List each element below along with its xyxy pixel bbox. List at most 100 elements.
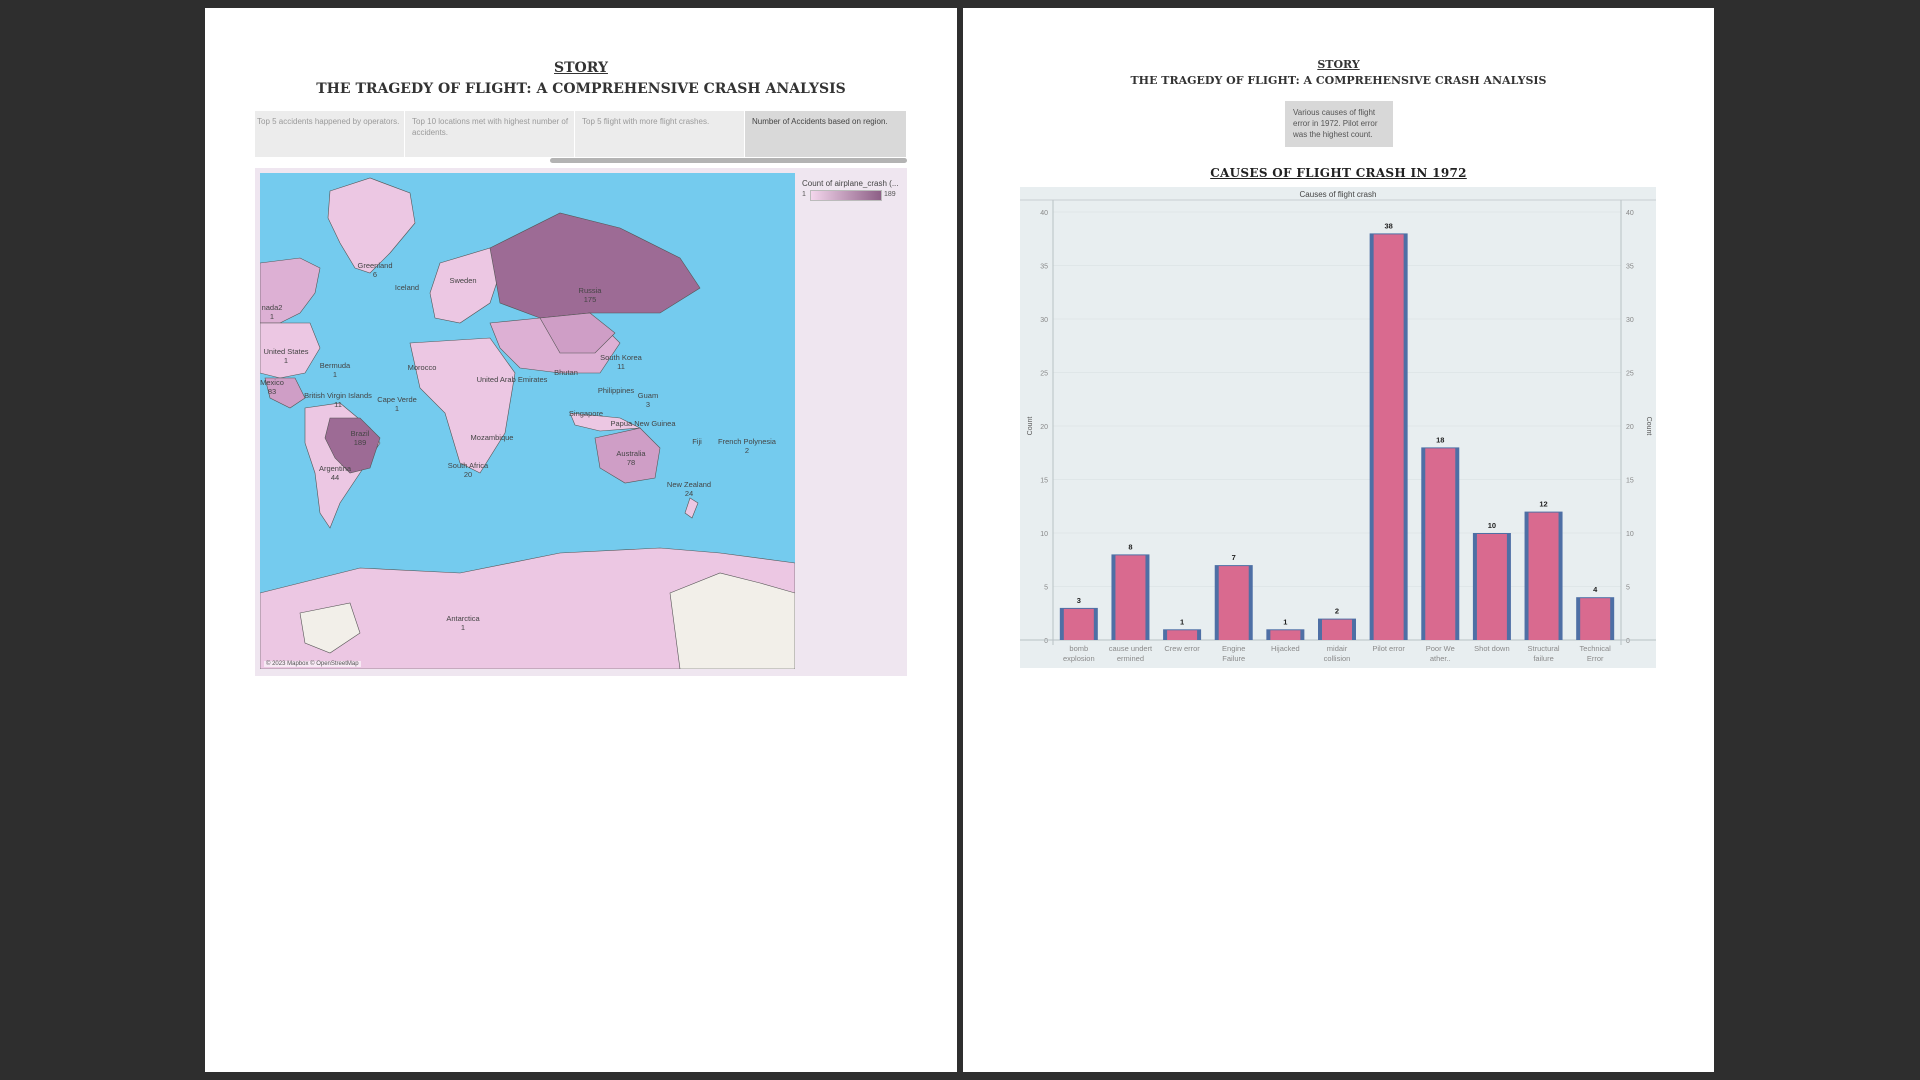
x-tick-label: Pilot error [1372,644,1405,653]
y-tick-label-left: 5 [1044,585,1048,592]
map-label-fiji: Fiji [692,437,702,446]
bar [1476,534,1507,640]
map-attribution[interactable]: © 2023 Mapbox © OpenStreetMap [264,661,361,667]
bar [1322,619,1352,640]
story-caption[interactable]: Various causes of flight error in 1972. … [1285,101,1393,147]
bar-value-label: 8 [1128,542,1132,551]
map-label-south-korea: South Korea 11 [600,353,642,371]
chart-title: CAUSES OF FLIGHT CRASH IN 1972 [1210,166,1467,180]
legend-min: 1 [802,191,806,198]
story-tabs: Top 5 accidents happened by operators. T… [255,111,907,157]
map-label-brazil: Brazil 189 [350,429,370,447]
bar-chart: 0 0 5 5 10 10 15 15 20 20 25 25 30 30 35 35 40 40 Count Cou… [1020,199,1656,663]
bar [1425,448,1456,640]
map-label-french-polynesia: French Polynesia 2 [718,437,776,455]
bar-value-label: 3 [1077,596,1081,605]
bar-value-label: 7 [1232,553,1236,562]
bar [1115,555,1146,640]
new-zealand-shape [684,497,699,519]
map-label-bhutan: Bhutan [554,368,578,377]
map-shapes [260,177,795,669]
map-label-mozambique: Mozambique [470,433,514,442]
legend-max: 189 [884,191,896,198]
x-tick-label: ather.. [1430,654,1451,663]
map-label-philippines: Philippines [597,386,635,395]
mexico-shape [264,377,306,409]
x-tick-label: explosion [1063,654,1095,663]
tab-accidents-by-region[interactable]: Number of Accidents based on region. [745,111,907,157]
legend-color-ramp [810,190,882,201]
y-tick-label-left: 40 [1040,210,1048,217]
map-label-greenland: Greenland 6 [357,261,393,279]
bar-value-label: 18 [1436,435,1444,444]
tab-top5-operators[interactable]: Top 5 accidents happened by operators. [255,111,405,157]
map-label-cape-verde: Cape Verde 1 [377,395,417,413]
europe-shape [429,247,501,324]
x-tick-label: Hijacked [1271,644,1300,653]
map-label-south-africa: South Africa 20 [447,461,489,479]
y-tick-label-left: 15 [1040,478,1048,485]
bar [1063,608,1094,640]
y-tick-label-right: 40 [1626,210,1634,217]
right-story-page: STORY THE TRAGEDY OF FLIGHT: A COMPREHEN… [963,8,1714,1072]
russia-shape [489,212,701,319]
bar [1270,630,1301,640]
y-tick-label-right: 25 [1626,371,1634,378]
bar-value-label: 4 [1593,585,1598,594]
y-axis-label-left: Count [1027,417,1034,436]
antarctica-shape [260,547,795,669]
map-label-argentina: Argentina 44 [318,464,352,482]
map-label-united-states: United States 1 [263,347,309,365]
story-subtitle: THE TRAGEDY OF FLIGHT: A COMPREHENSIVE C… [1130,74,1547,87]
y-tick-label-right: 5 [1626,585,1630,592]
x-tick-label: collision [1324,654,1351,663]
x-tick-label: Error [1587,654,1604,663]
map-panel: Greenland 6 Iceland Sweden Russia 175 nada… [255,168,907,676]
map-label-sweden: Sweden [449,276,477,285]
bar [1218,566,1249,640]
map-label-russia: Russia 175 [578,286,602,304]
china-shape [539,312,616,354]
legend-title: Count of airplane_crash (... [802,179,899,188]
chart-panel: Causes of flight crash 0 0 5 5 10 10 15 15 20 20 2… [1020,187,1656,668]
map-label-guam: Guam 3 [637,391,659,409]
y-tick-label-left: 25 [1040,371,1048,378]
tabs-scrollbar[interactable] [550,158,907,163]
y-tick-label-left: 0 [1044,638,1048,645]
map-label-singapore: Singapore [568,409,604,418]
map-label-iceland: Iceland [394,283,420,292]
bar-value-label: 12 [1539,500,1547,509]
world-map[interactable]: Greenland 6 Iceland Sweden Russia 175 nada… [260,173,795,669]
australia-shape [594,427,661,484]
map-label-papua-new-guinea: Papua New Guinea [610,419,676,428]
y-tick-label-right: 20 [1626,424,1634,431]
x-tick-label: failure [1533,654,1553,663]
ice-shelf-left-shape [299,602,361,654]
map-label-new-zealand: New Zealand 24 [666,480,712,498]
left-story-page: STORY THE TRAGEDY OF FLIGHT: A COMPREHEN… [205,8,957,1072]
ice-shelf-shape [669,572,795,669]
x-tick-label: Engine [1222,644,1245,653]
map-label-canada: nada2 1 [261,303,283,321]
map-label-mexico: Mexico 83 [260,378,284,396]
x-tick-label: Crew error [1164,644,1200,653]
y-tick-label-left: 30 [1040,317,1048,324]
story-title: STORY [554,60,608,76]
x-tick-label: bomb [1069,644,1088,653]
bar [1528,512,1559,640]
usa-shape [260,322,321,379]
y-tick-label-left: 20 [1040,424,1048,431]
map-label-british-virgin-islands: British Virgin Islands 11 [304,391,372,409]
indonesia-shape [569,412,642,432]
africa-shape [409,337,516,474]
bar-value-label: 10 [1488,521,1496,530]
x-tick-label: midair [1327,644,1348,653]
y-tick-label-left: 35 [1040,264,1048,271]
x-tick-label: Poor We [1426,644,1455,653]
bar-value-label: 2 [1335,607,1339,616]
tab-top10-locations[interactable]: Top 10 locations met with highest number… [405,111,575,157]
tab-top5-flights[interactable]: Top 5 flight with more flight crashes. [575,111,745,157]
map-label-australia: Australia 78 [616,449,646,467]
map-label-bermuda: Bermuda 1 [319,361,351,379]
y-tick-label-right: 15 [1626,478,1634,485]
